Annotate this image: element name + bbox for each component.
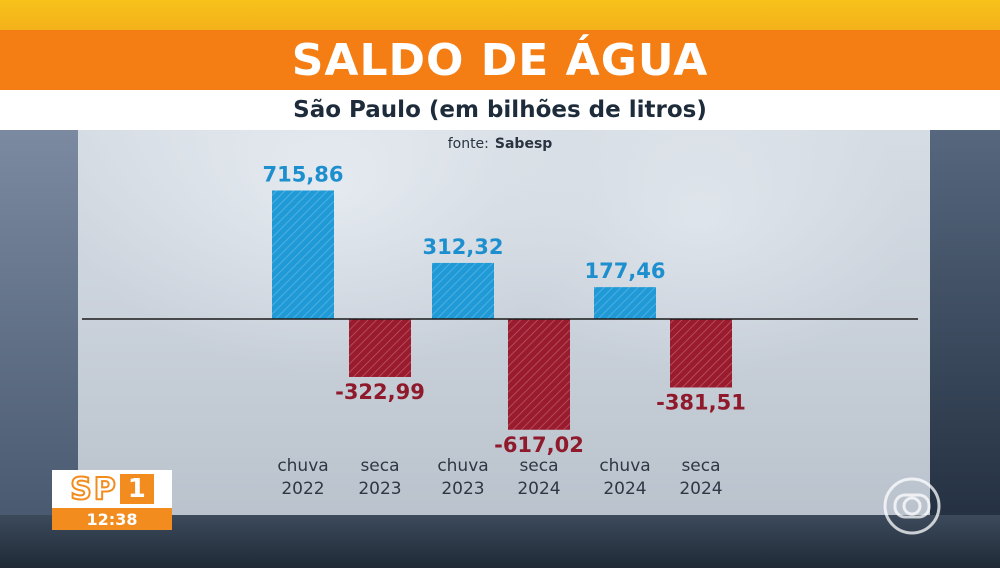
source-name: Sabesp xyxy=(494,136,553,152)
bar-1 xyxy=(272,190,334,319)
category-label-3: chuva 2023 xyxy=(437,456,488,499)
bar-2 xyxy=(349,319,411,377)
top-accent-strip xyxy=(0,0,1000,30)
bar-2-hatch xyxy=(349,319,411,377)
category-label-1: chuva 2022 xyxy=(277,456,328,499)
bar-4 xyxy=(508,319,570,430)
category-label-4: seca 2024 xyxy=(517,456,560,499)
data-label-3: 312,32 xyxy=(422,235,503,259)
chart-title: SALDO DE ÁGUA xyxy=(291,34,709,86)
channel-logo: SP 1 xyxy=(52,470,172,508)
channel-badge: SP 1 12:38 xyxy=(52,470,172,530)
chart-panel xyxy=(78,130,930,515)
title-bar: SALDO DE ÁGUA xyxy=(0,30,1000,90)
data-label-6: -381,51 xyxy=(656,390,746,414)
category-label-6: seca 2024 xyxy=(679,456,722,499)
source-prefix: fonte: xyxy=(447,136,489,152)
clock-time: 12:38 xyxy=(52,508,172,530)
channel-logo-text: SP xyxy=(69,471,118,508)
bar-5 xyxy=(594,287,656,319)
subtitle-bar: São Paulo (em bilhões de litros) xyxy=(0,90,1000,130)
globo-logo-icon xyxy=(883,477,941,535)
bar-3-hatch xyxy=(432,262,494,319)
bar-4-hatch xyxy=(508,319,570,430)
background-strip-right xyxy=(930,130,1000,568)
data-label-5: 177,46 xyxy=(584,259,665,283)
bar-6-hatch xyxy=(670,319,732,388)
data-label-4: -617,02 xyxy=(494,433,584,457)
chart-subtitle: São Paulo (em bilhões de litros) xyxy=(293,97,707,123)
bar-6 xyxy=(670,319,732,388)
category-label-2: seca 2023 xyxy=(358,456,401,499)
bar-1-hatch xyxy=(272,190,334,319)
bar-5-hatch xyxy=(594,287,656,319)
data-label-2: -322,99 xyxy=(335,380,425,404)
data-label-1: 715,86 xyxy=(262,163,343,187)
category-label-5: chuva 2024 xyxy=(599,456,650,499)
source-line: fonte: Sabesp xyxy=(0,136,1000,152)
channel-logo-number: 1 xyxy=(119,474,154,504)
bar-3 xyxy=(432,262,494,319)
